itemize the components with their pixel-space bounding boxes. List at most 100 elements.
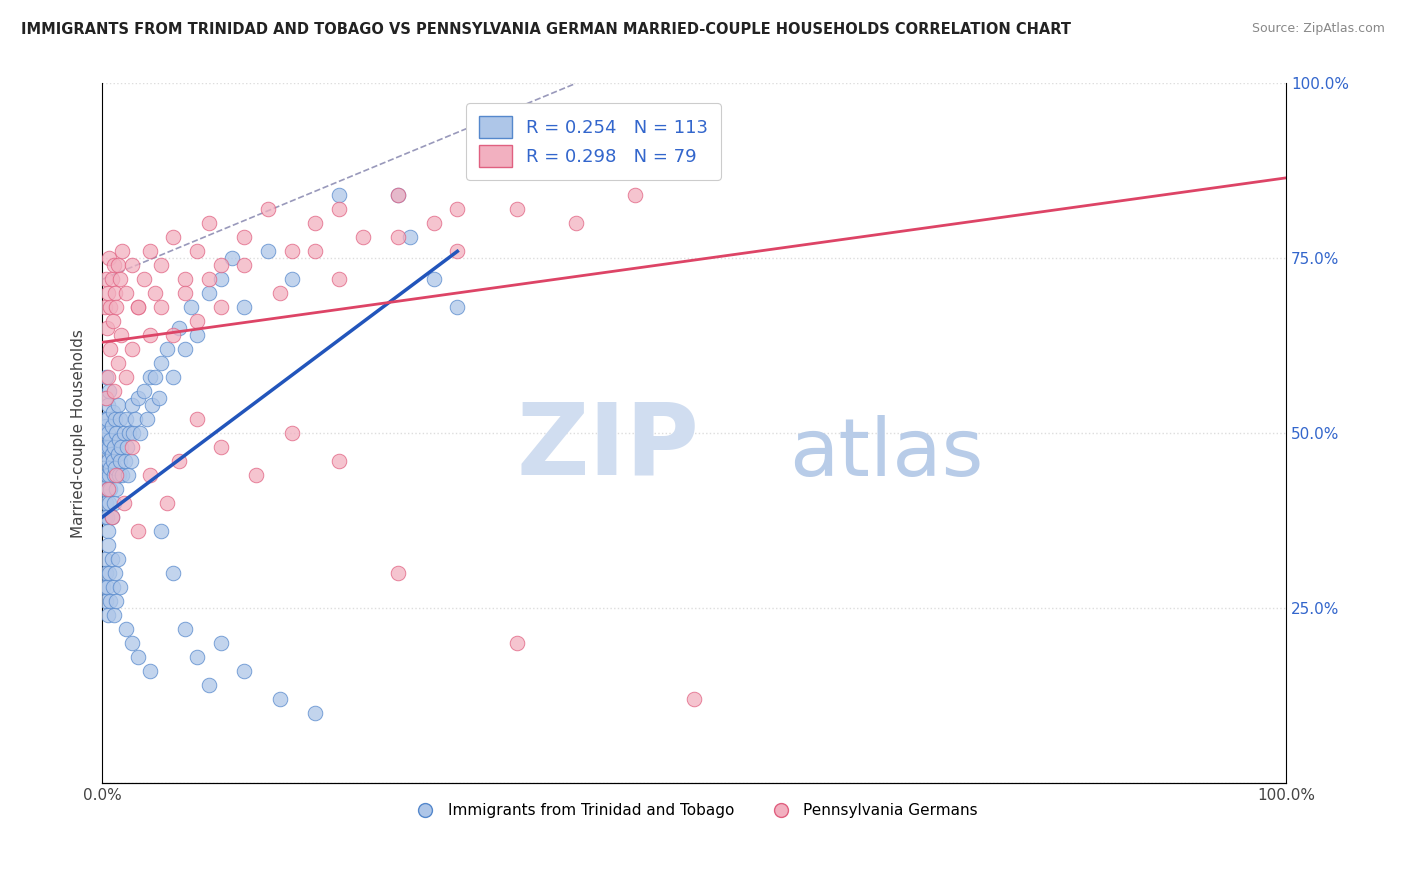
Point xyxy=(269,692,291,706)
Point xyxy=(93,482,115,496)
Point xyxy=(117,468,139,483)
Point xyxy=(138,328,160,343)
Point xyxy=(98,252,121,266)
Point xyxy=(108,454,131,468)
Point xyxy=(97,524,120,538)
Point xyxy=(105,594,128,608)
Point xyxy=(108,580,131,594)
Point xyxy=(112,426,135,441)
Point xyxy=(138,664,160,678)
Point xyxy=(100,510,122,524)
Point xyxy=(683,692,706,706)
Point xyxy=(174,622,197,636)
Point xyxy=(221,252,243,266)
Point xyxy=(104,286,127,301)
Point xyxy=(98,384,121,399)
Point xyxy=(100,510,122,524)
Point xyxy=(103,608,125,623)
Point xyxy=(564,216,586,230)
Point xyxy=(100,594,122,608)
Point xyxy=(114,454,136,468)
Point xyxy=(100,343,122,357)
Point xyxy=(150,301,173,315)
Point xyxy=(94,272,117,286)
Point xyxy=(104,566,127,581)
Point xyxy=(94,496,117,510)
Point xyxy=(94,419,117,434)
Point xyxy=(93,412,115,426)
Point xyxy=(100,461,122,475)
Point xyxy=(197,216,219,230)
Point xyxy=(141,398,163,412)
Point xyxy=(162,328,184,343)
Point xyxy=(101,454,124,468)
Point xyxy=(387,566,409,581)
Point xyxy=(96,321,118,335)
Y-axis label: Married-couple Households: Married-couple Households xyxy=(72,329,86,538)
Point xyxy=(209,301,232,315)
Point xyxy=(328,202,350,217)
Point xyxy=(96,510,118,524)
Point xyxy=(209,258,232,272)
Point xyxy=(100,434,122,448)
Point xyxy=(93,552,115,566)
Point xyxy=(257,202,280,217)
Point xyxy=(304,706,326,720)
Point xyxy=(97,608,120,623)
Point xyxy=(233,230,256,244)
Point xyxy=(233,301,256,315)
Point xyxy=(98,468,121,483)
Text: ZIP: ZIP xyxy=(516,399,699,496)
Point xyxy=(399,230,422,244)
Point xyxy=(103,258,125,272)
Point xyxy=(108,412,131,426)
Point xyxy=(127,301,149,315)
Point xyxy=(97,454,120,468)
Point xyxy=(132,384,155,399)
Point xyxy=(304,244,326,259)
Point xyxy=(186,314,208,328)
Point xyxy=(94,447,117,461)
Point xyxy=(197,286,219,301)
Point xyxy=(97,286,120,301)
Point xyxy=(103,384,125,399)
Point xyxy=(93,580,115,594)
Point xyxy=(105,301,128,315)
Point xyxy=(505,202,527,217)
Point xyxy=(115,370,138,384)
Point xyxy=(180,301,202,315)
Point xyxy=(387,188,409,202)
Point xyxy=(108,272,131,286)
Point xyxy=(145,370,167,384)
Text: Source: ZipAtlas.com: Source: ZipAtlas.com xyxy=(1251,22,1385,36)
Point xyxy=(107,468,129,483)
Point xyxy=(103,468,125,483)
Text: atlas: atlas xyxy=(789,416,983,493)
Point xyxy=(121,343,143,357)
Text: IMMIGRANTS FROM TRINIDAD AND TOBAGO VS PENNSYLVANIA GERMAN MARRIED-COUPLE HOUSEH: IMMIGRANTS FROM TRINIDAD AND TOBAGO VS P… xyxy=(21,22,1071,37)
Point xyxy=(186,244,208,259)
Point xyxy=(328,454,350,468)
Point xyxy=(94,566,117,581)
Point xyxy=(136,412,159,426)
Point xyxy=(101,580,124,594)
Point xyxy=(138,370,160,384)
Point xyxy=(93,426,115,441)
Point xyxy=(209,272,232,286)
Point xyxy=(101,405,124,419)
Point xyxy=(174,286,197,301)
Point xyxy=(93,510,115,524)
Point xyxy=(100,272,122,286)
Point xyxy=(107,258,129,272)
Point xyxy=(103,440,125,454)
Legend: Immigrants from Trinidad and Tobago, Pennsylvania Germans: Immigrants from Trinidad and Tobago, Pen… xyxy=(404,797,984,824)
Point xyxy=(132,272,155,286)
Point xyxy=(422,216,444,230)
Point xyxy=(387,230,409,244)
Point xyxy=(209,440,232,454)
Point xyxy=(97,482,120,496)
Point xyxy=(122,426,145,441)
Point xyxy=(174,343,197,357)
Point xyxy=(121,398,143,412)
Point xyxy=(624,188,647,202)
